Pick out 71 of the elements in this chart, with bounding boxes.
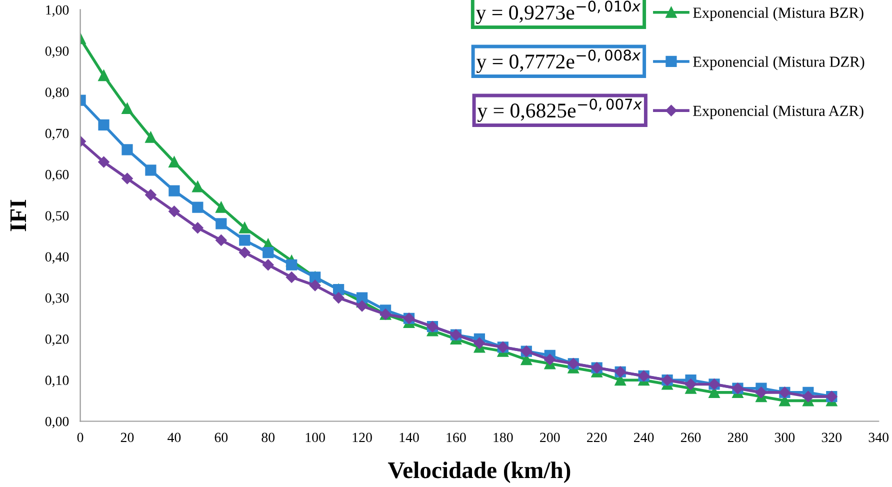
- y-tick-label: 0,20: [45, 334, 69, 346]
- point: [122, 144, 133, 156]
- point: [122, 102, 133, 114]
- y-tick-label: 0,90: [45, 46, 69, 58]
- point: [145, 164, 156, 176]
- point: [98, 156, 110, 168]
- y-axis-title: IFI: [10, 200, 26, 232]
- point: [286, 259, 298, 270]
- x-tick-label: 80: [262, 432, 275, 442]
- x-tick-label: 280: [728, 432, 748, 442]
- point: [168, 206, 180, 217]
- point: [239, 246, 250, 258]
- point: [685, 378, 696, 390]
- point: [145, 189, 156, 201]
- y-tick-label: 0,70: [45, 128, 69, 140]
- x-tick-label: 120: [352, 432, 372, 442]
- y-tick-label: 0,10: [45, 376, 69, 388]
- x-tick-label: 320: [822, 432, 842, 442]
- legend-label: Exponencial (Mistura AZR): [693, 105, 864, 120]
- x-tick-label: 140: [400, 432, 419, 442]
- x-tick-label: 0: [77, 432, 84, 442]
- x-tick-label: 240: [634, 432, 654, 442]
- point: [192, 222, 204, 234]
- point: [145, 132, 156, 143]
- annotation: y = 0,7772e$^{−0,008x}$: [476, 50, 641, 73]
- point: [802, 390, 814, 402]
- point: [216, 202, 227, 213]
- y-tick-label: 1,00: [46, 5, 69, 17]
- x-tick-label: 60: [214, 432, 228, 442]
- x-tick-label: 340: [868, 432, 889, 442]
- point: [216, 218, 227, 230]
- point: [239, 234, 250, 246]
- y-tick-label: 0,30: [45, 293, 69, 305]
- y-tick-label: 0,00: [45, 416, 69, 428]
- x-tick-label: 220: [587, 432, 607, 442]
- point: [239, 222, 250, 234]
- point: [356, 292, 368, 304]
- point: [286, 272, 298, 283]
- annotation: y = 0,6825e$^{−0,007x}$: [477, 98, 642, 122]
- point: [122, 172, 133, 184]
- point: [309, 280, 321, 292]
- y-tick-label: 0,50: [45, 211, 69, 222]
- x-tick-label: 300: [774, 432, 795, 442]
- x-axis-title: Velocidade (km/h): [388, 462, 570, 484]
- point: [98, 70, 110, 82]
- x-tick-label: 20: [120, 432, 134, 442]
- point: [216, 234, 227, 246]
- x-tick-label: 200: [540, 432, 560, 442]
- annotation: y = 0,9273e$^{−0,010x}$: [476, 0, 641, 24]
- point: [192, 202, 204, 213]
- point: [192, 181, 204, 192]
- point: [756, 386, 767, 398]
- point: [544, 354, 556, 366]
- y-tick-label: 0,40: [45, 252, 69, 264]
- x-tick-label: 260: [680, 432, 701, 442]
- point: [332, 292, 344, 304]
- legend-label: Exponencial (Mistura BZR): [693, 7, 864, 21]
- y-tick-label: 0,60: [45, 170, 69, 182]
- legend-label: Exponencial (Mistura DZR): [693, 56, 864, 70]
- point: [356, 300, 368, 312]
- y-tick-label: 0,80: [45, 88, 69, 99]
- point: [168, 156, 180, 168]
- x-tick-label: 160: [446, 432, 466, 442]
- x-tick-label: 40: [168, 432, 181, 442]
- x-tick-label: 180: [494, 432, 513, 442]
- point: [98, 119, 110, 131]
- point: [262, 246, 274, 258]
- point: [262, 259, 274, 270]
- point: [168, 185, 180, 196]
- point: [474, 337, 486, 349]
- x-tick-label: 100: [306, 432, 325, 442]
